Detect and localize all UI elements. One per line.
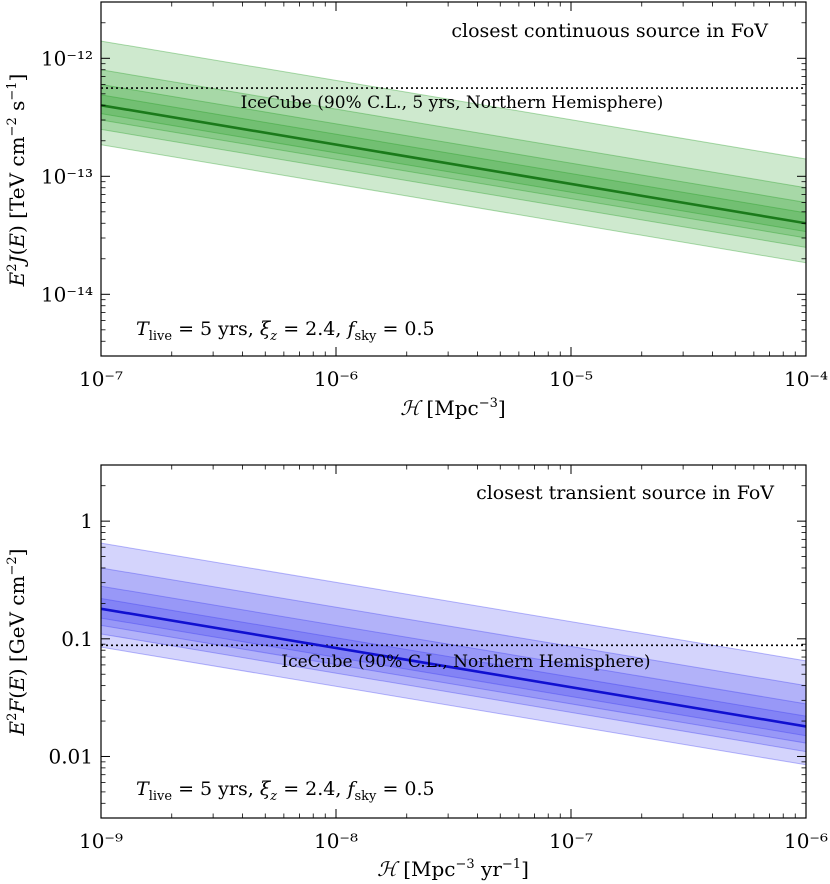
band-2 [101, 69, 806, 248]
y-tick-labels: 10⁻¹⁴ 10⁻¹³ 10⁻¹² [41, 46, 93, 306]
icecube-limit-label: IceCube (90% C.L., Northern Hemisphere) [281, 652, 650, 672]
panel-transient: 10⁻⁹ 10⁻⁸ 10⁻⁷ 10⁻⁶ 0.01 0.1 1 closest transi… [5, 464, 828, 881]
median-line [101, 607, 806, 728]
y-tick-label: 0.1 [61, 627, 93, 651]
panel-title: closest continuous source in FoV [451, 20, 768, 42]
parameters-annotation: Tlive = 5 yrs, ξz = 2.4, fsky = 0.5 [136, 318, 435, 344]
band-2 [101, 567, 806, 753]
x-tick-labels: 10⁻⁷ 10⁻⁶ 10⁻⁵ 10⁻⁴ [79, 367, 828, 391]
x-tick-label: 10⁻⁷ [79, 367, 123, 391]
y-tick-label: 10⁻¹² [41, 46, 93, 70]
axis-ticks [100, 1, 807, 357]
uncertainty-bands [101, 542, 806, 766]
x-tick-label: 10⁻⁹ [79, 829, 123, 853]
median-line [101, 103, 806, 225]
y-tick-label: 10⁻¹⁴ [41, 282, 93, 306]
plot-frame [100, 1, 807, 357]
band-1 [101, 40, 806, 264]
x-axis-label: ℋ [Mpc−3 yr−1] [377, 857, 529, 881]
uncertainty-bands [101, 40, 806, 264]
y-tick-labels: 0.01 0.1 1 [48, 509, 93, 768]
x-tick-label: 10⁻⁸ [314, 829, 358, 853]
y-tick-label: 0.01 [48, 744, 93, 768]
y-axis-label: E2F(E) [GeV cm−2] [5, 549, 29, 737]
band-3 [101, 83, 806, 239]
band-1 [101, 542, 806, 766]
x-tick-label: 10⁻⁷ [549, 829, 593, 853]
x-tick-label: 10⁻⁶ [784, 829, 828, 853]
y-axis-label: E2J(E) [TeV cm−2 s−1] [5, 74, 29, 288]
x-tick-label: 10⁻⁶ [314, 367, 358, 391]
x-tick-labels: 10⁻⁹ 10⁻⁸ 10⁻⁷ 10⁻⁶ [79, 829, 828, 853]
plot-frame [100, 464, 807, 819]
x-axis-label: ℋ [Mpc−3] [400, 396, 505, 420]
panel-title: closest transient source in FoV [476, 482, 774, 504]
icecube-limit-label: IceCube (90% C.L., 5 yrs, Northern Hemis… [241, 93, 664, 113]
x-tick-label: 10⁻⁵ [549, 367, 593, 391]
y-tick-label: 1 [80, 509, 93, 533]
y-tick-label: 10⁻¹³ [41, 164, 93, 188]
band-3 [101, 585, 806, 744]
parameters-annotation: Tlive = 5 yrs, ξz = 2.4, fsky = 0.5 [136, 778, 435, 804]
x-tick-label: 10⁻⁴ [784, 367, 828, 391]
axis-ticks [100, 464, 807, 819]
panel-continuous: 10⁻⁷ 10⁻⁶ 10⁻⁵ 10⁻⁴ 10⁻¹⁴ 10⁻¹³ 10⁻¹² closest… [5, 1, 828, 420]
